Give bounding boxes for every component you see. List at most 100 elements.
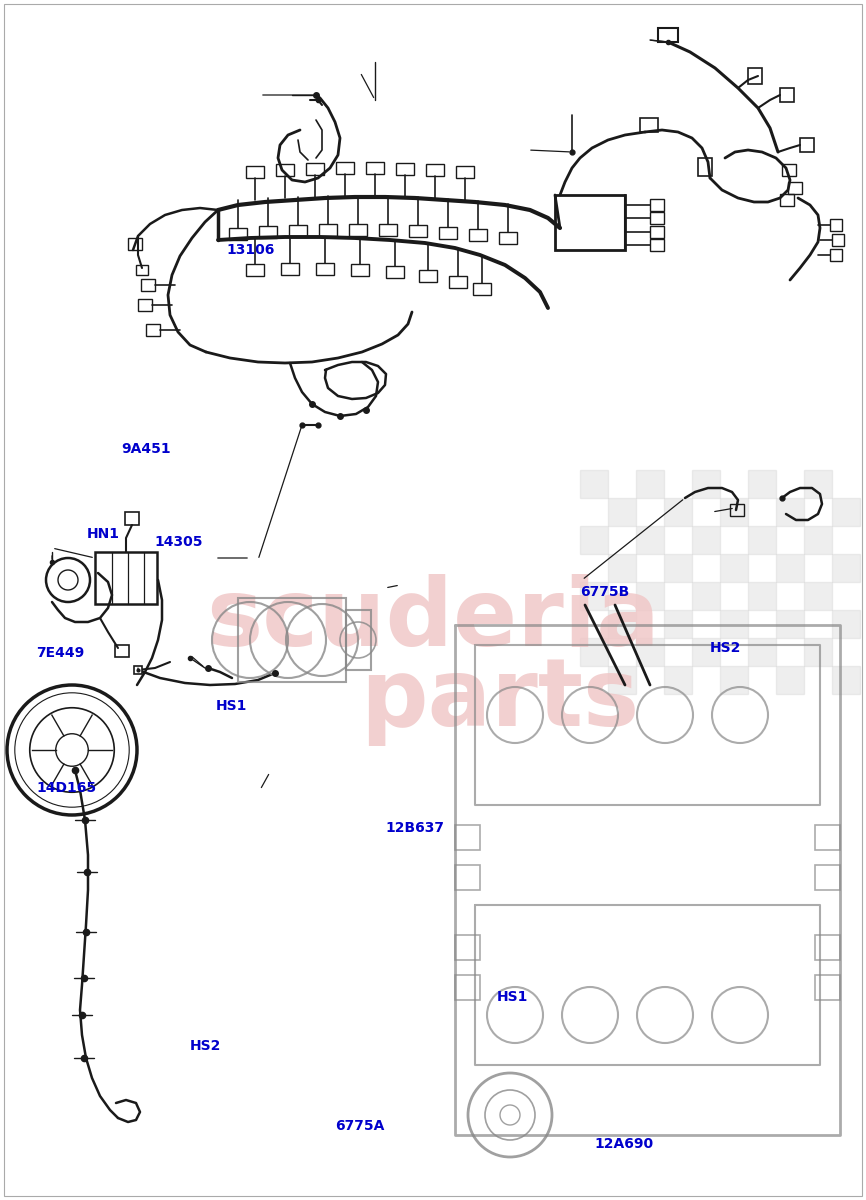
- Bar: [804, 638, 832, 666]
- Bar: [456, 166, 474, 178]
- Bar: [748, 68, 762, 84]
- Text: parts: parts: [360, 654, 640, 746]
- Bar: [319, 224, 337, 236]
- Bar: [499, 232, 517, 244]
- Bar: [608, 610, 636, 638]
- Bar: [692, 582, 720, 610]
- Bar: [832, 610, 860, 638]
- Bar: [804, 582, 832, 610]
- Bar: [455, 974, 480, 1000]
- Bar: [782, 164, 796, 176]
- Text: HS1: HS1: [216, 698, 247, 713]
- Bar: [692, 470, 720, 498]
- Bar: [246, 166, 264, 178]
- Bar: [580, 638, 608, 666]
- Bar: [336, 162, 354, 174]
- Bar: [815, 865, 840, 890]
- Text: 13106: 13106: [227, 242, 275, 257]
- Bar: [608, 666, 636, 694]
- Bar: [636, 638, 664, 666]
- Text: 14305: 14305: [154, 535, 203, 550]
- Bar: [650, 239, 664, 251]
- Bar: [141, 278, 155, 290]
- Bar: [730, 504, 744, 516]
- Text: 7E449: 7E449: [36, 646, 85, 660]
- Text: HS1: HS1: [497, 990, 528, 1004]
- Bar: [636, 582, 664, 610]
- Bar: [780, 88, 794, 102]
- Bar: [832, 554, 860, 582]
- Bar: [396, 163, 414, 175]
- Bar: [580, 470, 608, 498]
- Bar: [636, 470, 664, 498]
- Bar: [776, 610, 804, 638]
- Text: 12A690: 12A690: [594, 1136, 653, 1151]
- Bar: [306, 163, 324, 175]
- Bar: [409, 226, 427, 236]
- Text: 6775A: 6775A: [334, 1118, 385, 1133]
- Text: scuderia: scuderia: [206, 574, 660, 666]
- Bar: [608, 554, 636, 582]
- Text: HS2: HS2: [710, 641, 741, 655]
- Bar: [664, 554, 692, 582]
- Bar: [580, 582, 608, 610]
- Bar: [580, 526, 608, 554]
- Bar: [636, 526, 664, 554]
- Bar: [748, 526, 776, 554]
- Bar: [830, 218, 842, 230]
- Bar: [366, 162, 384, 174]
- Bar: [349, 224, 367, 236]
- Bar: [449, 276, 467, 288]
- Bar: [259, 226, 277, 238]
- Bar: [692, 526, 720, 554]
- Bar: [658, 28, 678, 42]
- Text: HS2: HS2: [190, 1039, 221, 1054]
- Bar: [379, 224, 397, 236]
- Bar: [650, 199, 664, 211]
- Bar: [776, 498, 804, 526]
- Bar: [720, 666, 748, 694]
- Bar: [136, 265, 148, 275]
- Bar: [640, 118, 658, 132]
- Bar: [439, 227, 457, 239]
- Bar: [473, 283, 491, 295]
- Bar: [815, 826, 840, 850]
- Bar: [780, 194, 794, 206]
- Bar: [346, 610, 371, 670]
- Bar: [469, 229, 487, 241]
- Bar: [804, 470, 832, 498]
- Text: 9A451: 9A451: [121, 442, 171, 456]
- Bar: [246, 264, 264, 276]
- Bar: [664, 498, 692, 526]
- Bar: [125, 512, 139, 526]
- Bar: [788, 182, 802, 194]
- Bar: [720, 554, 748, 582]
- Bar: [289, 226, 307, 236]
- Bar: [698, 158, 712, 176]
- Bar: [128, 238, 142, 250]
- Text: HN1: HN1: [87, 527, 120, 541]
- Bar: [720, 498, 748, 526]
- Bar: [281, 263, 299, 275]
- Bar: [238, 598, 346, 682]
- Bar: [95, 552, 157, 604]
- Bar: [830, 248, 842, 260]
- Bar: [555, 194, 625, 250]
- Bar: [608, 498, 636, 526]
- Bar: [276, 164, 294, 176]
- Bar: [650, 212, 664, 224]
- Bar: [664, 610, 692, 638]
- Bar: [815, 935, 840, 960]
- Bar: [800, 138, 814, 152]
- Text: 14D165: 14D165: [36, 781, 96, 796]
- Bar: [832, 234, 844, 246]
- Bar: [748, 470, 776, 498]
- Bar: [720, 610, 748, 638]
- Text: 12B637: 12B637: [385, 821, 444, 835]
- Bar: [351, 264, 369, 276]
- Bar: [455, 826, 480, 850]
- Bar: [832, 498, 860, 526]
- Text: 6775B: 6775B: [580, 584, 630, 599]
- Bar: [748, 582, 776, 610]
- Bar: [776, 666, 804, 694]
